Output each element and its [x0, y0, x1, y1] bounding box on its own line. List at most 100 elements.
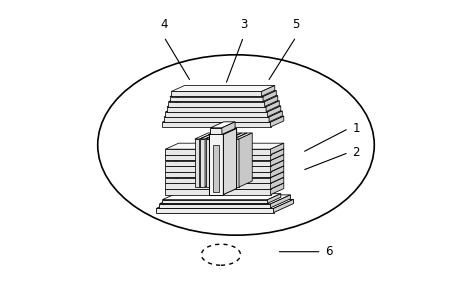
Polygon shape	[212, 183, 225, 194]
Polygon shape	[165, 184, 212, 189]
Polygon shape	[162, 200, 268, 203]
Polygon shape	[164, 111, 282, 117]
Polygon shape	[224, 155, 284, 161]
Polygon shape	[165, 161, 212, 166]
Polygon shape	[169, 102, 265, 107]
Polygon shape	[170, 91, 276, 97]
Polygon shape	[200, 133, 218, 139]
Text: 4: 4	[160, 18, 168, 31]
Polygon shape	[270, 149, 284, 160]
Polygon shape	[165, 178, 225, 184]
Polygon shape	[224, 184, 270, 189]
Polygon shape	[222, 122, 235, 134]
Polygon shape	[224, 166, 270, 172]
Polygon shape	[209, 128, 236, 134]
Polygon shape	[211, 133, 229, 139]
Polygon shape	[165, 155, 212, 160]
Polygon shape	[160, 195, 290, 204]
Polygon shape	[223, 139, 228, 187]
Polygon shape	[270, 155, 284, 166]
Polygon shape	[268, 194, 281, 203]
Text: 6: 6	[325, 245, 333, 258]
Polygon shape	[165, 172, 225, 178]
Polygon shape	[211, 122, 235, 128]
Polygon shape	[162, 116, 284, 122]
Polygon shape	[224, 178, 284, 184]
Polygon shape	[270, 143, 284, 155]
Text: 2: 2	[352, 146, 360, 159]
Polygon shape	[261, 85, 275, 96]
Polygon shape	[223, 133, 241, 139]
Polygon shape	[266, 101, 279, 112]
Polygon shape	[263, 91, 276, 101]
Polygon shape	[224, 189, 270, 194]
Polygon shape	[229, 139, 234, 187]
Polygon shape	[165, 149, 225, 155]
Polygon shape	[165, 183, 225, 189]
Polygon shape	[270, 116, 284, 127]
Polygon shape	[211, 128, 222, 134]
Polygon shape	[212, 166, 225, 178]
Polygon shape	[165, 178, 212, 183]
Polygon shape	[270, 160, 284, 172]
Polygon shape	[224, 155, 270, 160]
Polygon shape	[212, 172, 225, 183]
Polygon shape	[171, 85, 275, 92]
Polygon shape	[212, 178, 225, 189]
Polygon shape	[206, 133, 224, 139]
Polygon shape	[265, 96, 278, 107]
Polygon shape	[195, 133, 213, 139]
Polygon shape	[205, 133, 218, 187]
Polygon shape	[228, 133, 241, 187]
Polygon shape	[211, 133, 224, 187]
Polygon shape	[162, 122, 270, 127]
Polygon shape	[218, 133, 236, 139]
Polygon shape	[234, 133, 252, 139]
Polygon shape	[270, 195, 290, 208]
Polygon shape	[195, 139, 200, 187]
Polygon shape	[270, 166, 284, 178]
Polygon shape	[156, 208, 274, 213]
Polygon shape	[200, 133, 213, 187]
Text: 3: 3	[240, 18, 247, 31]
Polygon shape	[270, 178, 284, 189]
Polygon shape	[212, 155, 225, 166]
Polygon shape	[160, 204, 270, 208]
Polygon shape	[223, 128, 236, 194]
Polygon shape	[164, 117, 269, 122]
Polygon shape	[269, 111, 282, 122]
Polygon shape	[209, 134, 223, 194]
Polygon shape	[234, 133, 247, 187]
Polygon shape	[165, 172, 212, 178]
Polygon shape	[206, 139, 211, 187]
Polygon shape	[165, 149, 212, 155]
Polygon shape	[165, 166, 212, 172]
Polygon shape	[274, 199, 294, 213]
Polygon shape	[165, 189, 212, 194]
Polygon shape	[169, 96, 278, 102]
Polygon shape	[156, 199, 294, 208]
Polygon shape	[270, 172, 284, 183]
Polygon shape	[224, 161, 270, 166]
Polygon shape	[165, 143, 225, 149]
Polygon shape	[216, 133, 229, 187]
Polygon shape	[224, 143, 284, 149]
Polygon shape	[224, 149, 270, 155]
Polygon shape	[224, 160, 284, 166]
Polygon shape	[224, 172, 284, 178]
Polygon shape	[167, 107, 266, 112]
Polygon shape	[218, 139, 223, 187]
Polygon shape	[229, 133, 247, 139]
Polygon shape	[162, 194, 281, 200]
Polygon shape	[170, 97, 263, 101]
Polygon shape	[211, 139, 216, 187]
Polygon shape	[212, 160, 225, 172]
Polygon shape	[165, 155, 225, 161]
Polygon shape	[200, 139, 205, 187]
Polygon shape	[224, 172, 270, 178]
Polygon shape	[268, 106, 281, 117]
Polygon shape	[171, 92, 261, 96]
Polygon shape	[167, 101, 279, 107]
Polygon shape	[224, 166, 284, 172]
Polygon shape	[224, 149, 284, 155]
